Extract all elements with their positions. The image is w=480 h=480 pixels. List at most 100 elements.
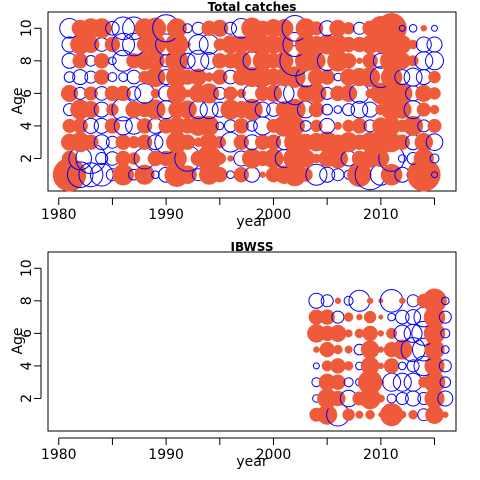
y-tick-label: 4 <box>19 121 35 130</box>
bubble-layer <box>52 13 444 192</box>
bubble-negative <box>343 377 354 388</box>
bubble-negative <box>308 292 325 309</box>
bubble-negative <box>151 170 160 179</box>
bubble-negative <box>408 24 418 33</box>
bubble-negative <box>342 103 356 117</box>
y-tick-label: 4 <box>19 361 35 370</box>
bubble-positive <box>378 314 384 320</box>
bubble-positive <box>212 166 228 183</box>
bubble-positive <box>82 35 100 54</box>
bubble-negative <box>321 103 334 116</box>
bubble-negative <box>415 36 432 53</box>
bubble-positive <box>365 409 375 420</box>
chart-panel-total-catches: Total catches 1980 1990 2000 2010 2 4 6 8 10 ye… <box>10 0 457 230</box>
bubble-positive <box>213 152 227 165</box>
bubble-positive <box>427 118 442 133</box>
y-tick-label: 6 <box>19 89 35 98</box>
bubble-positive <box>319 69 335 85</box>
chart-panel-ibwss: IBWSS 1980 1990 2000 2010 2 4 6 8 10 year Age <box>10 240 457 470</box>
bubble-negative <box>395 392 409 405</box>
bubble-positive <box>360 356 380 376</box>
bubble-positive <box>150 88 161 99</box>
bubble-layer <box>307 288 454 427</box>
bubble-negative <box>187 49 210 72</box>
y-tick-label: 8 <box>19 56 35 65</box>
bubble-positive <box>319 341 335 358</box>
bubble-negative <box>179 52 196 69</box>
bubble-positive <box>310 119 323 133</box>
bubble-negative <box>398 361 407 371</box>
x-tick-label: 2000 <box>256 447 292 463</box>
bubble-positive <box>184 41 191 48</box>
bubble-positive <box>263 148 284 169</box>
bubble-positive <box>309 21 324 36</box>
bubble-positive <box>236 88 247 99</box>
bubble-positive <box>356 313 363 321</box>
bubble-positive <box>408 39 418 50</box>
bubble-negative <box>406 359 420 373</box>
bubble-positive <box>307 51 326 71</box>
bubble-positive <box>355 410 364 419</box>
plot-frame <box>47 251 457 432</box>
bubble-positive <box>344 345 353 354</box>
bubble-negative <box>126 86 142 101</box>
y-tick-label: 6 <box>19 329 35 338</box>
bubble-negative <box>426 36 443 53</box>
bubble-negative <box>431 171 438 179</box>
bubble-positive <box>104 118 121 134</box>
bubble-negative <box>320 294 334 308</box>
bubble-negative <box>392 372 412 392</box>
bubble-positive <box>377 362 385 370</box>
bubble-positive <box>83 86 98 101</box>
bubble-positive <box>223 86 238 101</box>
bubble-negative <box>111 16 135 41</box>
bubble-positive <box>134 164 155 185</box>
bubble-positive <box>199 83 220 104</box>
bubble-positive <box>334 297 342 305</box>
x-tick-label: 2010 <box>363 447 399 463</box>
bubble-positive <box>399 297 406 305</box>
bubble-positive <box>340 84 358 102</box>
bubble-positive <box>416 102 431 117</box>
bubble-negative <box>254 101 271 118</box>
bubble-positive <box>313 346 320 353</box>
y-tick-label: 2 <box>19 154 35 163</box>
bubble-negative <box>93 134 110 151</box>
bubble-positive <box>377 330 385 337</box>
bubble-positive <box>179 134 196 150</box>
bubble-positive <box>213 135 227 149</box>
bubble-positive <box>407 55 419 67</box>
bubble-positive <box>112 163 134 186</box>
bubble-positive <box>343 312 354 322</box>
y-tick-label: 2 <box>19 394 35 403</box>
bubble-negative <box>72 69 89 86</box>
bubble-positive <box>333 344 343 355</box>
bubble-positive <box>106 103 119 116</box>
x-axis: 1980 1990 2000 2010 <box>41 197 436 223</box>
bubble-negative <box>319 166 336 183</box>
bubble-positive <box>233 118 250 134</box>
bubble-negative <box>113 116 133 136</box>
bubble-positive <box>413 148 434 169</box>
bubble-positive <box>264 84 283 102</box>
bubble-positive <box>284 66 306 88</box>
bubble-negative <box>438 310 452 324</box>
bubble-negative <box>95 152 109 165</box>
x-tick-label: 1980 <box>41 447 77 463</box>
bubble-negative <box>405 309 422 326</box>
bubble-negative <box>305 163 328 186</box>
bubble-positive <box>227 155 234 162</box>
bubble-negative <box>312 362 320 370</box>
bubble-negative <box>431 24 438 32</box>
bubble-positive <box>429 104 440 115</box>
bubble-negative <box>63 71 76 83</box>
bubble-positive <box>259 171 266 178</box>
bubble-negative <box>224 21 237 35</box>
bubble-positive <box>231 50 252 71</box>
bubble-positive <box>356 57 363 65</box>
bubble-negative <box>215 121 225 131</box>
bubble-negative <box>439 376 452 389</box>
bubble-positive <box>428 70 441 84</box>
bubble-negative <box>108 56 117 66</box>
bubble-positive <box>93 69 110 85</box>
